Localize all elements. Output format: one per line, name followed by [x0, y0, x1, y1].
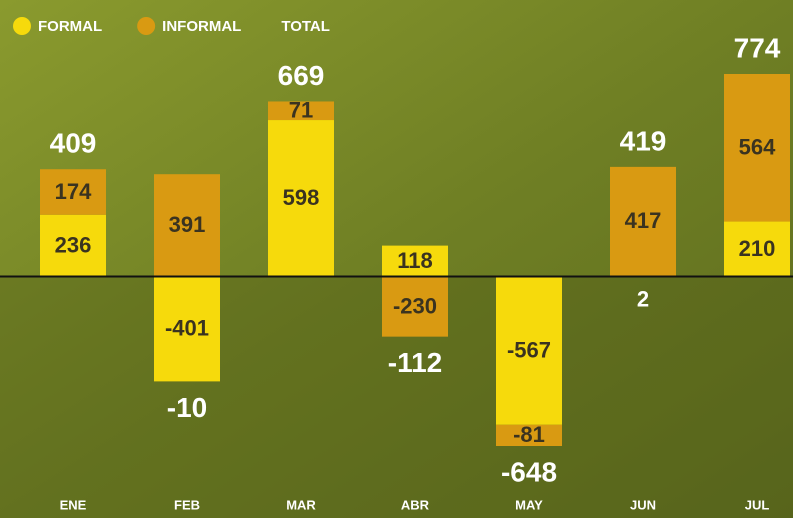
- x-tick-label: JUL: [745, 497, 770, 512]
- bar-segment: [40, 214, 106, 277]
- total-label: -648: [501, 456, 557, 487]
- legend-label: TOTAL: [281, 18, 330, 35]
- bar-segment: [610, 166, 676, 276]
- value-label: 174: [55, 179, 92, 204]
- legend-marker: [13, 17, 31, 35]
- x-tick-label: JUN: [630, 497, 656, 512]
- bar-segment: [268, 101, 334, 121]
- total-label: 419: [620, 125, 667, 156]
- x-tick-label: ABR: [401, 497, 430, 512]
- value-label: 71: [289, 98, 313, 123]
- bar-segment: [724, 74, 790, 222]
- total-label: 774: [734, 32, 781, 63]
- value-label: -230: [393, 293, 437, 318]
- total-label: -10: [167, 392, 207, 423]
- bar-segment: [268, 120, 334, 277]
- legend-label: INFORMAL: [162, 18, 241, 35]
- value-label: -401: [165, 316, 209, 341]
- value-label: 118: [397, 248, 433, 273]
- total-label: 409: [50, 128, 97, 159]
- legend-label: FORMAL: [38, 18, 102, 35]
- value-label: 2: [637, 286, 649, 311]
- x-tick-label: ENE: [60, 497, 87, 512]
- bar-segment: [496, 424, 562, 446]
- value-label: -81: [513, 422, 545, 447]
- value-label: 210: [739, 236, 776, 261]
- value-label: 598: [283, 185, 320, 210]
- value-label: 417: [625, 208, 662, 233]
- value-label: 236: [55, 232, 92, 257]
- x-tick-label: MAR: [286, 497, 316, 512]
- legend-marker: [137, 17, 156, 35]
- bar-segment: [40, 169, 106, 215]
- x-tick-label: FEB: [174, 497, 200, 512]
- total-label: 669: [278, 60, 325, 91]
- value-label: -567: [507, 337, 551, 362]
- bar-segment: [724, 221, 790, 277]
- bar-segment: [154, 276, 220, 382]
- value-label: 391: [169, 212, 206, 237]
- bar-segment: [154, 174, 220, 277]
- bar-segment: [382, 276, 448, 337]
- total-label: -112: [388, 347, 443, 378]
- bar-segment: [496, 276, 562, 425]
- value-label: 564: [739, 135, 776, 160]
- x-tick-label: MAY: [515, 497, 543, 512]
- bar-segment: [382, 245, 448, 277]
